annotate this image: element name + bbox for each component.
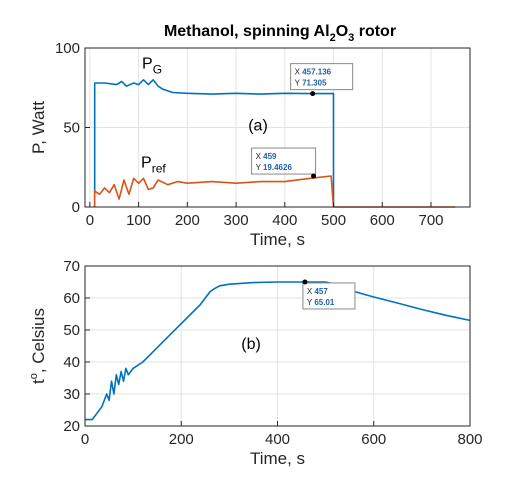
datatip-x: X 457.136 bbox=[295, 68, 332, 77]
datatip-marker bbox=[311, 173, 317, 179]
y-tick-label: 60 bbox=[63, 290, 80, 307]
chart-b: 0 200 400 600 800 20 30 40 50 60 70 Time, s to, Ce… bbox=[28, 258, 483, 468]
y-tick-label: 0 bbox=[72, 199, 80, 216]
series-a bbox=[93, 79, 456, 208]
datatip-box bbox=[302, 282, 356, 310]
datatip-y: Y 71.305 bbox=[295, 79, 327, 88]
x-axis-label-a: Time, s bbox=[250, 230, 305, 249]
x-tick-label: 400 bbox=[265, 431, 290, 448]
x-axis-label-b: Time, s bbox=[250, 449, 305, 468]
panel-label-a: (a) bbox=[248, 118, 268, 135]
x-tick-label: 400 bbox=[272, 212, 297, 229]
x-tick-label: 0 bbox=[86, 212, 94, 229]
datatip-box bbox=[290, 63, 354, 91]
datatip-x: X 459 bbox=[256, 152, 277, 161]
x-tick-label: 800 bbox=[457, 431, 482, 448]
y-tick-label: 40 bbox=[63, 354, 80, 371]
x-tick-label: 200 bbox=[169, 431, 194, 448]
ticks-b: 0 200 400 600 800 20 30 40 50 60 70 bbox=[63, 258, 482, 448]
x-tick-label: 200 bbox=[175, 212, 200, 229]
x-tick-label: 100 bbox=[126, 212, 151, 229]
y-tick-label: 20 bbox=[63, 418, 80, 435]
y-tick-label: 30 bbox=[63, 386, 80, 403]
chart-a: Methanol, spinning Al2O3 rotor 0 100 200 30… bbox=[29, 23, 471, 249]
x-tick-label: 300 bbox=[224, 212, 249, 229]
datatips-b: X 457 Y 65.01 bbox=[302, 279, 356, 310]
datatip-marker bbox=[310, 91, 316, 97]
y-tick-label: 50 bbox=[63, 322, 80, 339]
x-tick-label: 600 bbox=[370, 212, 395, 229]
x-tick-label: 0 bbox=[81, 431, 89, 448]
grid-b bbox=[84, 265, 471, 427]
y-tick-label: 50 bbox=[63, 120, 80, 137]
y-tick-label: 70 bbox=[63, 258, 80, 275]
y-axis-label-a: P, Watt bbox=[29, 101, 48, 154]
series-line-2 bbox=[93, 175, 456, 208]
datatip-y: Y 65.01 bbox=[307, 298, 335, 307]
y-axis-label-b: to, Celsius bbox=[28, 308, 48, 384]
series-line-1 bbox=[93, 79, 335, 207]
datatips-a: X 457.136 Y 71.305 X 459 Y 19.4626 bbox=[251, 63, 354, 179]
series-label-pg: PG bbox=[142, 56, 162, 77]
ticks-a: 0 100 200 300 400 500 600 700 0 50 100 bbox=[55, 40, 444, 229]
y-tick-label: 100 bbox=[55, 40, 80, 57]
panel-label-b: (b) bbox=[241, 336, 261, 353]
x-tick-label: 600 bbox=[361, 431, 386, 448]
datatip-x: X 457 bbox=[307, 287, 328, 296]
chart-title: Methanol, spinning Al2O3 rotor bbox=[164, 23, 396, 44]
datatip-y: Y 19.4626 bbox=[256, 163, 293, 172]
datatip-box bbox=[251, 147, 317, 175]
series-label-pref: Pref bbox=[141, 154, 166, 175]
x-tick-label: 500 bbox=[321, 212, 346, 229]
datatip-marker bbox=[302, 279, 308, 285]
x-tick-label: 700 bbox=[418, 212, 443, 229]
